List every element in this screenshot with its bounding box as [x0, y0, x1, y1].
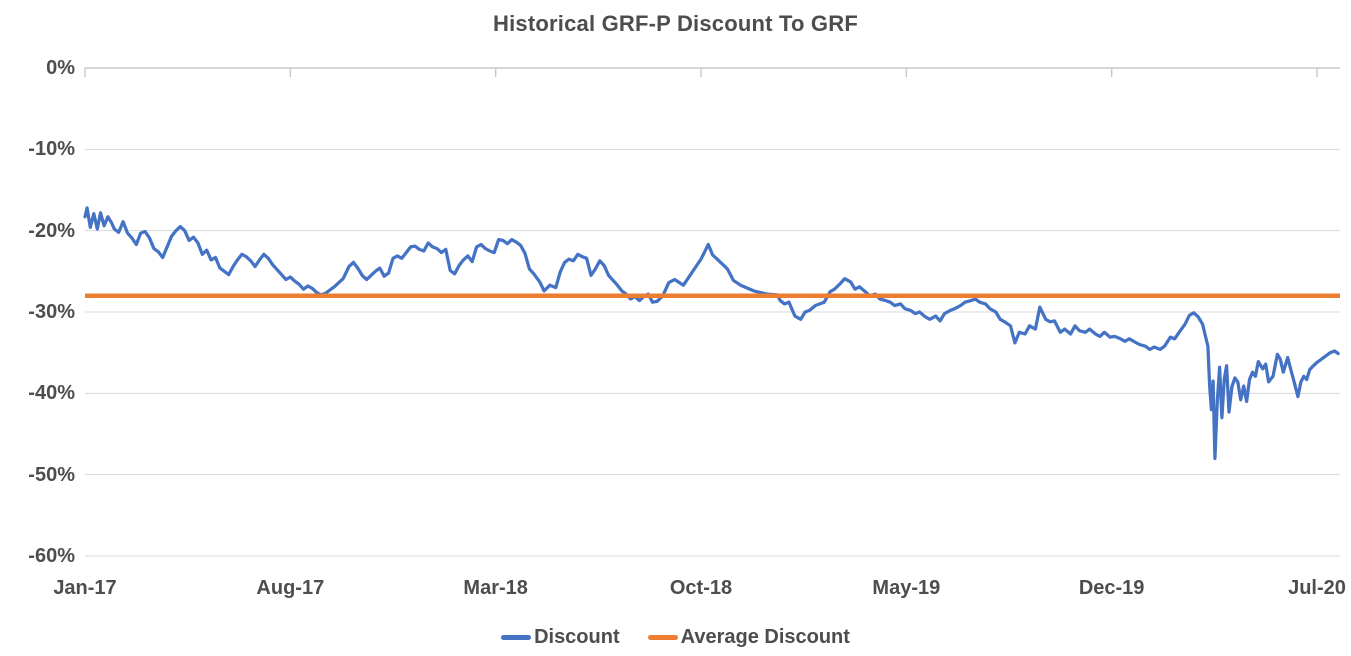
x-axis-tick-label: Dec-19: [1078, 577, 1145, 599]
legend-item-discount: Discount: [501, 626, 620, 649]
y-axis-tick-label: -20%: [28, 219, 75, 242]
discount-series-swatch: [501, 634, 532, 640]
y-axis-tick-label: -60%: [28, 544, 75, 567]
x-axis-tick-label: Jul-20: [1288, 577, 1346, 599]
discount-series-line: [83, 206, 1340, 461]
x-axis-tick-label: Aug-17: [256, 577, 325, 599]
x-axis-tick-label: Mar-18: [463, 577, 528, 599]
y-axis-tick-label: 0%: [46, 57, 75, 79]
y-axis-tick-label: -10%: [28, 138, 75, 161]
legend-item-average-discount: Average Discount: [647, 625, 850, 649]
legend-label-discount: Discount: [534, 625, 620, 648]
x-axis-tick-label: May-19: [872, 577, 941, 599]
y-axis-tick-label: -40%: [28, 382, 75, 405]
legend: Discount Average Discount: [0, 622, 1351, 652]
average-discount-series-swatch: [647, 634, 678, 640]
chart-title: Historical GRF-P Discount To GRF: [493, 11, 858, 36]
y-axis-tick-label: -50%: [28, 463, 75, 486]
x-axis-tick-label: Jan-17: [53, 577, 117, 599]
x-axis-tick-label: Oct-18: [669, 577, 733, 599]
y-axis-tick-label: -30%: [28, 300, 75, 323]
legend-label-average-discount: Average Discount: [680, 625, 850, 648]
